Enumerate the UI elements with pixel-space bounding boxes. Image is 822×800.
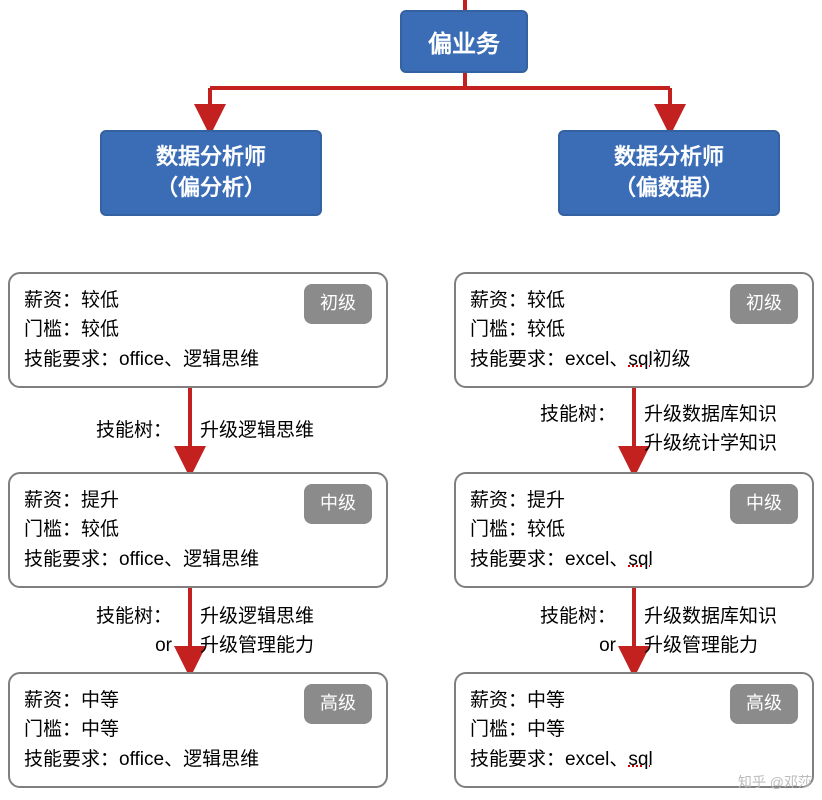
analysis-level-0: 初级 薪资：较低 门槛：较低 技能要求：office、逻辑思维: [8, 272, 388, 388]
root-label: 偏业务: [428, 31, 500, 58]
analysis-transition-1-lines: 升级逻辑思维 升级管理能力: [200, 602, 314, 661]
watermark: 知乎 @邓莎: [738, 772, 812, 792]
branch-title-1: 数据分析师: [124, 142, 298, 173]
analysis-level-1: 中级 薪资：提升 门槛：较低 技能要求：office、逻辑思维: [8, 472, 388, 588]
data-level-0: 初级 薪资：较低 门槛：较低 技能要求：excel、sql初级: [454, 272, 814, 388]
data-transition-1: 技能树： or: [540, 602, 616, 661]
analysis-level-2: 高级 薪资：中等 门槛：中等 技能要求：office、逻辑思维: [8, 672, 388, 788]
level-badge: 高级: [304, 684, 372, 724]
branch-title-2: （偏分析）: [124, 173, 298, 204]
data-transition-1-lines: 升级数据库知识 升级管理能力: [644, 602, 777, 661]
analysis-transition-0: 技能树：: [96, 416, 172, 445]
analysis-transition-1: 技能树： or: [96, 602, 172, 661]
analysis-transition-0-line: 升级逻辑思维: [200, 416, 314, 445]
branch-data: 数据分析师 （偏数据）: [558, 130, 780, 216]
data-level-2: 高级 薪资：中等 门槛：中等 技能要求：excel、sql: [454, 672, 814, 788]
level-badge: 中级: [304, 484, 372, 524]
data-transition-0-lines: 升级数据库知识 升级统计学知识: [644, 400, 777, 459]
branch-analysis: 数据分析师 （偏分析）: [100, 130, 322, 216]
level-badge: 初级: [730, 284, 798, 324]
skill-value: excel、sql初级: [565, 349, 691, 370]
branch-title-2: （偏数据）: [582, 173, 756, 204]
root-node: 偏业务: [400, 10, 528, 73]
skill-value: excel、sql: [565, 749, 653, 770]
level-badge: 初级: [304, 284, 372, 324]
data-transition-0: 技能树：: [540, 400, 616, 429]
level-badge: 中级: [730, 484, 798, 524]
data-level-1: 中级 薪资：提升 门槛：较低 技能要求：excel、sql: [454, 472, 814, 588]
branch-title-1: 数据分析师: [582, 142, 756, 173]
skill-value: excel、sql: [565, 549, 653, 570]
level-badge: 高级: [730, 684, 798, 724]
